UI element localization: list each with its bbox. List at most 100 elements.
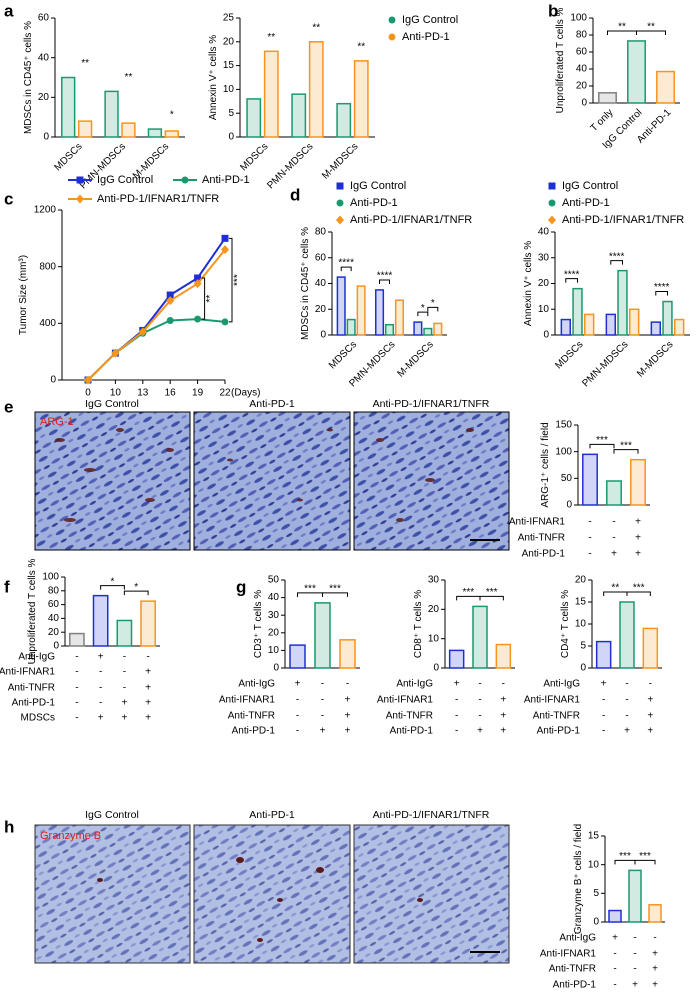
bar <box>642 627 659 669</box>
condition-label: Anti-TNFR <box>518 533 565 544</box>
bar <box>630 458 646 506</box>
y-tick-label: 0 <box>433 663 439 674</box>
bar <box>627 40 646 104</box>
condition-label: MDSCs <box>21 713 55 724</box>
condition-value: - <box>478 711 481 722</box>
y-tick-label: 0 <box>580 663 586 674</box>
marker <box>166 291 174 299</box>
y-axis-label: MDSCs in CD45⁺ cells % <box>300 227 311 340</box>
y-tick-label: 10 <box>268 645 280 656</box>
y-tick-label: 0 <box>320 330 326 341</box>
condition-value: + <box>500 695 506 706</box>
condition-value: - <box>123 667 126 678</box>
image-panel-e: IgG Control Anti-PD-1 Anti-PD-1/IFNAR1/T… <box>34 398 510 551</box>
marker <box>166 317 174 324</box>
condition-value: - <box>75 698 78 709</box>
y-tick-label: 80 <box>48 585 60 596</box>
bar <box>339 639 356 669</box>
condition-value: - <box>321 679 324 690</box>
significance-label: *** <box>233 274 244 286</box>
micrograph <box>193 411 351 551</box>
bar <box>495 643 512 669</box>
y-tick-label: 20 <box>38 92 50 103</box>
condition-value: - <box>455 695 458 706</box>
bar <box>346 318 356 336</box>
legend-label: Anti-PD-1 <box>402 31 450 43</box>
condition-value: - <box>633 949 636 960</box>
stain-label: Granzyme B <box>40 830 101 842</box>
condition-value: - <box>455 726 458 737</box>
marker <box>336 182 344 190</box>
significance-bracket <box>636 30 666 35</box>
significance-label: *** <box>596 435 608 446</box>
y-tick-label: 0 <box>566 500 572 511</box>
bar <box>384 323 395 336</box>
image-title: Anti-PD-1 <box>249 809 295 821</box>
y-tick-label: 25 <box>223 13 235 24</box>
condition-label: Anti-PD-1 <box>12 698 56 709</box>
condition-value: - <box>612 533 615 544</box>
bar <box>61 76 76 138</box>
y-tick-label: 15 <box>588 831 600 842</box>
significance-label: **** <box>564 269 580 280</box>
x-tick-label: 13 <box>137 388 149 399</box>
bar <box>92 594 109 647</box>
condition-value: + <box>145 713 151 724</box>
bar <box>423 327 433 336</box>
condition-label: Anti-IFNAR1 <box>540 949 597 960</box>
significance-label: **** <box>377 271 393 282</box>
y-tick-label: 0 <box>50 375 56 386</box>
marker <box>221 245 229 255</box>
bar <box>619 601 635 669</box>
condition-value: + <box>647 726 653 737</box>
condition-value: - <box>321 695 324 706</box>
condition-value: + <box>611 549 617 560</box>
micrograph <box>34 824 191 964</box>
condition-value: - <box>75 652 78 663</box>
x-tick-label: MDSCs <box>53 141 85 173</box>
y-tick-label: 40 <box>48 613 60 624</box>
condition-value: + <box>635 517 641 528</box>
significance-bracket <box>340 266 352 272</box>
x-tick-label: 22 <box>219 388 231 399</box>
significance-bracket <box>379 279 390 284</box>
bar <box>140 600 156 647</box>
y-tick-label: 80 <box>576 30 588 41</box>
image-title: IgG Control <box>85 809 139 821</box>
marker <box>336 215 344 225</box>
significance-bracket <box>123 590 149 596</box>
image-title: Anti-PD-1/IFNAR1/TNFR <box>373 398 490 410</box>
condition-value: - <box>75 683 78 694</box>
y-tick-label: 5 <box>228 108 234 119</box>
bar <box>448 649 465 669</box>
x-tick-label: M-MDSCs <box>395 339 435 379</box>
condition-value: - <box>502 679 505 690</box>
condition-value: + <box>98 652 104 663</box>
marker <box>548 199 556 207</box>
significance-bracket <box>479 595 504 601</box>
condition-value: - <box>123 652 126 663</box>
y-tick-label: 40 <box>268 592 280 603</box>
micrograph <box>193 824 351 964</box>
x-tick-label: 19 <box>192 388 204 399</box>
x-tick-label: M-MDSCs <box>320 141 360 181</box>
y-tick-label: 100 <box>570 13 587 24</box>
bar <box>608 909 622 923</box>
x-tick-label: PMN-MDSCs <box>580 339 630 389</box>
condition-value: + <box>647 711 653 722</box>
legend-label: IgG Control <box>97 174 153 186</box>
bar <box>356 285 366 336</box>
bar <box>116 619 133 647</box>
y-tick-label: 10 <box>223 84 235 95</box>
y-tick-label: 40 <box>576 64 588 75</box>
significance-bracket <box>655 291 668 296</box>
significance-bracket <box>427 306 439 312</box>
significance-bracket <box>229 237 233 323</box>
condition-value: + <box>454 679 460 690</box>
y-tick-label: 0 <box>543 330 549 341</box>
bar <box>433 322 443 336</box>
condition-value: - <box>612 517 615 528</box>
significance-bracket <box>417 311 429 317</box>
condition-value: - <box>625 711 628 722</box>
condition-value: + <box>98 713 104 724</box>
